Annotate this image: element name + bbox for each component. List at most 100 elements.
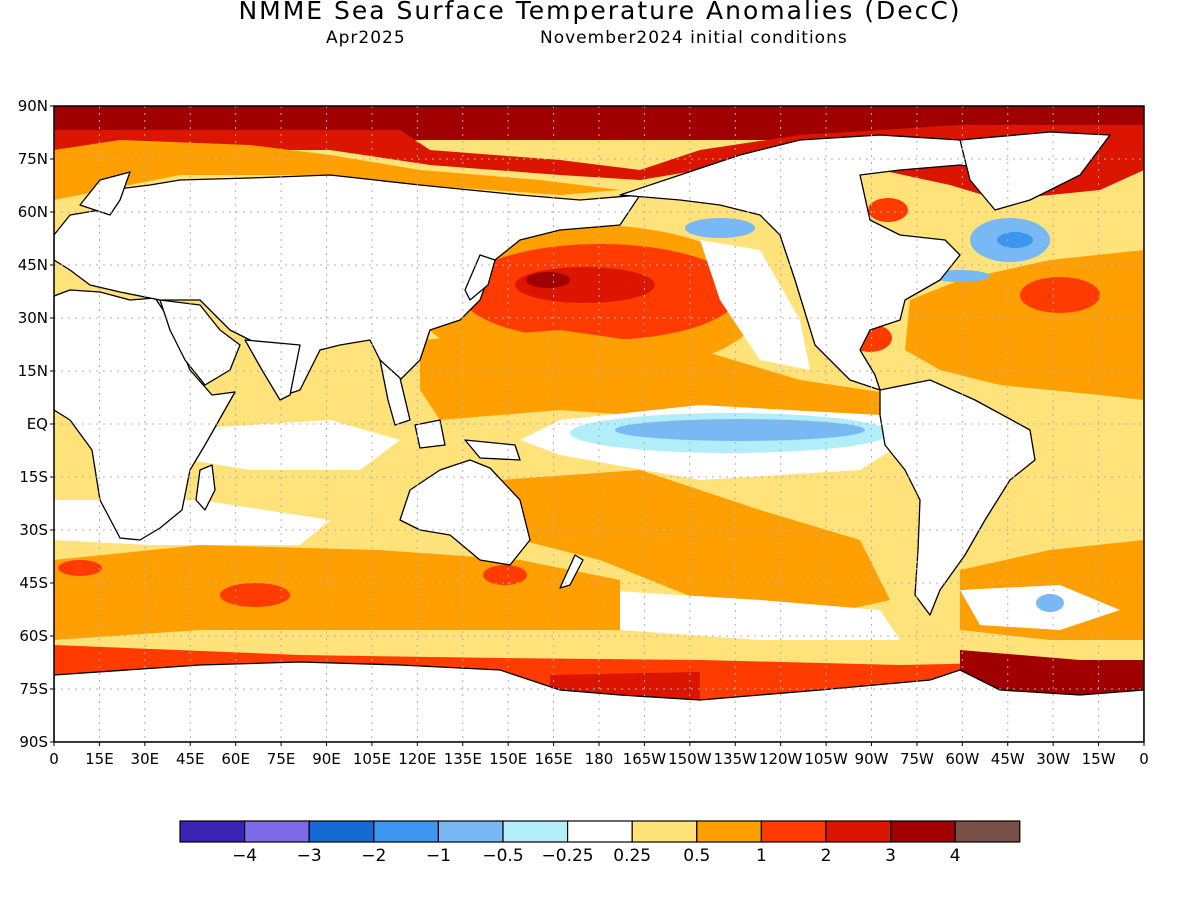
lon-label: 105E bbox=[353, 750, 391, 768]
colorbar-swatch bbox=[825, 820, 892, 843]
eurasia-arctic-orange bbox=[54, 140, 620, 200]
lon-label: 150E bbox=[489, 750, 527, 768]
lon-label: 165E bbox=[535, 750, 573, 768]
land-north-america bbox=[619, 134, 1001, 391]
lon-label: 45E bbox=[176, 750, 205, 768]
colorbar-swatch bbox=[760, 820, 827, 843]
lat-label: 60S bbox=[19, 627, 48, 645]
longitude-labels: 0 15E 30E 45E 60E 75E 90E 105E 120E 135E 150E 165E 1… bbox=[49, 750, 1149, 768]
colorbar-label: −1 bbox=[426, 846, 451, 866]
colorbar-swatch bbox=[631, 820, 698, 843]
target-month: Apr2025 bbox=[326, 28, 406, 48]
lat-label: 90N bbox=[18, 97, 48, 115]
lon-label: 30W bbox=[1036, 750, 1070, 768]
lon-label: 15E bbox=[85, 750, 114, 768]
land-japan bbox=[464, 254, 496, 301]
lon-label: 0 bbox=[49, 750, 59, 768]
colorbar-swatch bbox=[373, 820, 439, 843]
colorbar-label: 1 bbox=[756, 846, 767, 866]
land-borneo bbox=[414, 419, 446, 449]
south-indian-red-a bbox=[220, 583, 290, 607]
colorbar-swatch bbox=[566, 820, 633, 843]
axis-ticks bbox=[50, 105, 1145, 746]
colorbar-labels: −4 −3 −2 −1 −0.5 −0.25 0.25 0.5 1 2 3 4 bbox=[232, 846, 961, 866]
land-madagascar bbox=[195, 464, 216, 511]
lat-label: 30N bbox=[18, 309, 48, 327]
south-indian-red-b bbox=[58, 560, 102, 576]
colorbar-label: −2 bbox=[361, 846, 386, 866]
lon-label: 90E bbox=[312, 750, 341, 768]
colorbar bbox=[179, 820, 1021, 843]
colorbar-swatch bbox=[502, 820, 569, 843]
lon-label: 45W bbox=[991, 750, 1025, 768]
colorbar-label: −0.25 bbox=[542, 846, 594, 866]
colorbar-label: 0.5 bbox=[683, 846, 710, 866]
land-southeast-asia bbox=[379, 359, 411, 426]
colorbar-swatch bbox=[696, 820, 762, 843]
lon-label: 60E bbox=[221, 750, 250, 768]
labrador-darkblue bbox=[997, 232, 1033, 248]
lon-label: 75E bbox=[267, 750, 296, 768]
land-scandinavia bbox=[79, 171, 131, 216]
south-pacific-white bbox=[600, 590, 900, 640]
colorbar-swatch bbox=[179, 820, 246, 843]
lon-label: 120E bbox=[398, 750, 436, 768]
lat-label: 30S bbox=[19, 521, 48, 539]
plot-area bbox=[54, 106, 1144, 742]
lat-label: 15N bbox=[18, 362, 48, 380]
land-india bbox=[244, 339, 301, 401]
lon-label: 135E bbox=[444, 750, 482, 768]
lat-label: 90S bbox=[19, 733, 48, 751]
lon-label: 15W bbox=[1082, 750, 1116, 768]
tasman-red bbox=[483, 565, 527, 585]
colorbar-label: −3 bbox=[297, 846, 322, 866]
weddell-darkred bbox=[960, 650, 1144, 700]
california-current-white bbox=[700, 240, 810, 370]
lon-label: 60W bbox=[945, 750, 979, 768]
lat-label: 75S bbox=[19, 680, 48, 698]
eq-pacific-blue bbox=[615, 419, 865, 441]
indian-ocean-white bbox=[170, 420, 400, 470]
latitude-labels: 90N 75N 60N 45N 30N 15N EQ 15S 30S 45S 60S 75S 90S bbox=[18, 97, 48, 751]
colorbar-label: 4 bbox=[950, 846, 961, 866]
colorbar-label: 2 bbox=[821, 846, 832, 866]
south-pacific-orange bbox=[500, 470, 890, 620]
lat-label: 15S bbox=[19, 468, 48, 486]
lon-label: 120W bbox=[759, 750, 803, 768]
colorbar-swatch bbox=[244, 820, 310, 843]
colorbar-label: −4 bbox=[232, 846, 257, 866]
lat-label: 75N bbox=[18, 150, 48, 168]
lon-label: 165W bbox=[623, 750, 667, 768]
colorbar-label: −0.5 bbox=[482, 846, 523, 866]
lat-label: 45N bbox=[18, 256, 48, 274]
colorbar-swatch bbox=[437, 820, 504, 843]
hudson-red bbox=[868, 198, 908, 222]
land-new-zealand bbox=[559, 554, 584, 589]
colorbar-swatch bbox=[954, 820, 1021, 843]
lon-label: 30E bbox=[131, 750, 160, 768]
gulf-alaska-blue bbox=[685, 218, 755, 238]
lon-label: 150W bbox=[668, 750, 712, 768]
lon-label: 0 bbox=[1139, 750, 1149, 768]
lon-label: 180 bbox=[585, 750, 614, 768]
southern-ocean-orange bbox=[54, 545, 620, 640]
land-greenland bbox=[959, 131, 1111, 211]
colorbar-label: 3 bbox=[885, 846, 896, 866]
west-pacific-orange bbox=[420, 330, 900, 420]
lon-label: 90W bbox=[855, 750, 889, 768]
north-pacific-core bbox=[526, 272, 570, 288]
colorbar-swatch bbox=[308, 820, 375, 843]
north-atlantic-red bbox=[1020, 277, 1100, 313]
lat-label: EQ bbox=[27, 415, 48, 433]
land-arabia bbox=[159, 299, 241, 386]
graticule bbox=[54, 106, 1144, 742]
land-south-america bbox=[879, 379, 1036, 616]
initial-conditions: November2024 initial conditions bbox=[540, 28, 848, 48]
colorbar-label: 0.25 bbox=[613, 846, 651, 866]
lon-label: 75W bbox=[900, 750, 934, 768]
lon-label: 105W bbox=[804, 750, 848, 768]
map-title: NMME Sea Surface Temperature Anomalies (… bbox=[238, 0, 962, 25]
south-atlantic-blue bbox=[1036, 594, 1064, 612]
land-australia bbox=[399, 459, 531, 566]
